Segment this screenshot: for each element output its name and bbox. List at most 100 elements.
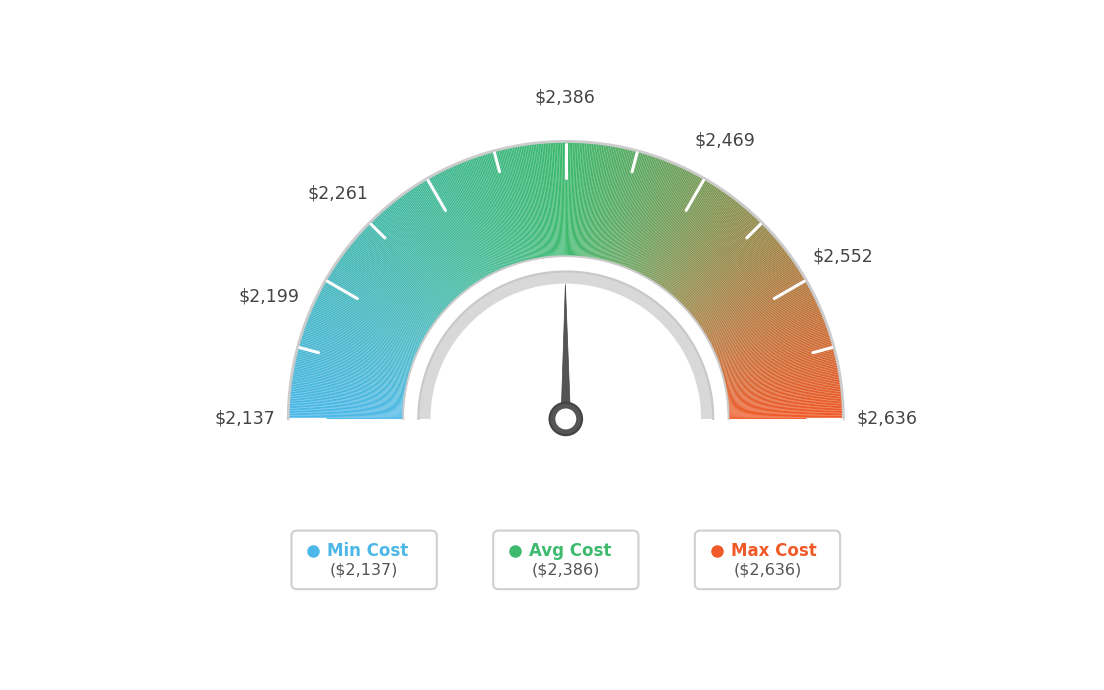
- Wedge shape: [667, 201, 739, 292]
- Wedge shape: [679, 220, 761, 303]
- Wedge shape: [290, 379, 405, 397]
- Wedge shape: [640, 172, 694, 275]
- Wedge shape: [620, 158, 661, 266]
- Wedge shape: [538, 143, 551, 257]
- Wedge shape: [524, 144, 542, 258]
- Wedge shape: [726, 381, 841, 397]
- Wedge shape: [664, 197, 733, 289]
- Wedge shape: [460, 161, 505, 268]
- Wedge shape: [302, 328, 412, 366]
- Wedge shape: [516, 146, 538, 259]
- Wedge shape: [506, 148, 531, 260]
- Wedge shape: [541, 142, 552, 257]
- Wedge shape: [654, 186, 718, 283]
- Wedge shape: [336, 263, 432, 328]
- Wedge shape: [449, 166, 498, 271]
- Wedge shape: [509, 147, 533, 259]
- Wedge shape: [537, 143, 550, 257]
- Wedge shape: [728, 386, 841, 401]
- Wedge shape: [420, 181, 481, 281]
- Wedge shape: [634, 166, 682, 271]
- Wedge shape: [649, 181, 710, 280]
- Wedge shape: [604, 149, 633, 261]
- Wedge shape: [722, 342, 832, 375]
- Wedge shape: [645, 177, 702, 277]
- Wedge shape: [728, 389, 842, 402]
- Wedge shape: [726, 371, 839, 391]
- Wedge shape: [729, 417, 843, 419]
- Wedge shape: [723, 346, 835, 377]
- Wedge shape: [697, 255, 790, 324]
- Wedge shape: [592, 145, 611, 259]
- Wedge shape: [442, 170, 493, 273]
- Wedge shape: [392, 201, 465, 293]
- Text: ($2,386): ($2,386): [532, 563, 599, 578]
- Wedge shape: [709, 287, 810, 342]
- Wedge shape: [543, 142, 553, 257]
- Wedge shape: [688, 235, 775, 312]
- Wedge shape: [299, 339, 410, 373]
- Wedge shape: [540, 142, 552, 257]
- Wedge shape: [500, 149, 529, 261]
- Wedge shape: [728, 382, 841, 399]
- Wedge shape: [320, 288, 423, 344]
- Wedge shape: [569, 141, 573, 257]
- Wedge shape: [715, 308, 821, 355]
- Wedge shape: [314, 302, 418, 351]
- Wedge shape: [343, 252, 436, 322]
- Wedge shape: [374, 217, 455, 301]
- Wedge shape: [677, 215, 756, 300]
- Wedge shape: [459, 162, 505, 269]
- Wedge shape: [340, 256, 434, 324]
- Wedge shape: [348, 246, 438, 319]
- Wedge shape: [305, 322, 414, 363]
- Wedge shape: [677, 217, 757, 301]
- Wedge shape: [360, 231, 446, 310]
- Wedge shape: [294, 364, 406, 388]
- Wedge shape: [617, 155, 655, 265]
- Wedge shape: [499, 149, 528, 261]
- Wedge shape: [697, 253, 789, 322]
- Wedge shape: [699, 260, 795, 326]
- Wedge shape: [400, 195, 469, 288]
- Wedge shape: [423, 180, 484, 279]
- Wedge shape: [326, 277, 426, 337]
- Wedge shape: [288, 412, 403, 416]
- Wedge shape: [289, 391, 404, 404]
- Wedge shape: [627, 162, 672, 269]
- Wedge shape: [288, 414, 403, 417]
- Wedge shape: [623, 159, 665, 267]
- Wedge shape: [351, 242, 440, 316]
- Wedge shape: [288, 411, 403, 415]
- Wedge shape: [659, 191, 726, 286]
- Wedge shape: [426, 178, 485, 279]
- Wedge shape: [330, 270, 428, 333]
- Wedge shape: [724, 355, 837, 382]
- Circle shape: [550, 403, 582, 435]
- Wedge shape: [728, 391, 842, 404]
- Wedge shape: [712, 299, 817, 350]
- Wedge shape: [652, 184, 716, 282]
- Wedge shape: [667, 201, 740, 293]
- Wedge shape: [720, 330, 829, 368]
- Wedge shape: [713, 302, 818, 351]
- Wedge shape: [612, 153, 647, 264]
- Wedge shape: [711, 293, 814, 346]
- Wedge shape: [599, 147, 625, 260]
- Wedge shape: [395, 199, 467, 290]
- Wedge shape: [487, 152, 520, 263]
- Wedge shape: [728, 393, 842, 404]
- Wedge shape: [705, 276, 805, 336]
- Wedge shape: [502, 148, 529, 261]
- Wedge shape: [728, 396, 842, 406]
- Wedge shape: [630, 164, 678, 270]
- Wedge shape: [678, 218, 758, 302]
- Wedge shape: [701, 266, 798, 330]
- Wedge shape: [369, 223, 450, 305]
- Circle shape: [556, 409, 575, 428]
- Wedge shape: [660, 193, 728, 287]
- Wedge shape: [529, 144, 545, 257]
- Text: Min Cost: Min Cost: [327, 542, 408, 560]
- Wedge shape: [631, 165, 679, 270]
- Wedge shape: [700, 263, 796, 328]
